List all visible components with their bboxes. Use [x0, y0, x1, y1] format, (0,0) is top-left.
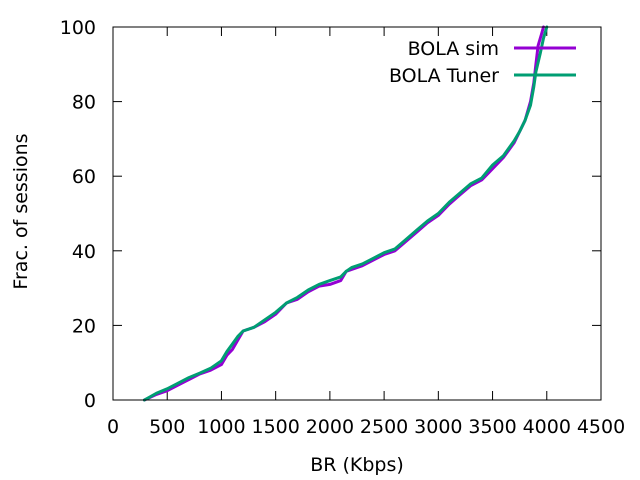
y-tick-label: 80 — [72, 92, 96, 114]
ticks-layer: 0 500 1000 1500 2000 2500 3000 3500 4000 4500 0 20 4… — [60, 17, 625, 438]
legend-label-2: BOLA Tuner — [389, 65, 499, 87]
x-tick-label: 1000 — [197, 416, 245, 438]
y-tick-label: 100 — [60, 17, 96, 39]
x-tick-label: 500 — [149, 416, 185, 438]
series-layer — [142, 25, 549, 402]
y-tick-label: 60 — [72, 166, 96, 188]
x-axis-label: BR (Kbps) — [310, 454, 404, 476]
legend-label-1: BOLA sim — [408, 38, 499, 60]
x-tick-label: 2500 — [360, 416, 408, 438]
x-tick-label: 4000 — [523, 416, 571, 438]
plot-frame — [112, 26, 602, 401]
x-tick-label: 3500 — [468, 416, 516, 438]
x-tick-label: 3000 — [414, 416, 462, 438]
y-axis-label: Frac. of sessions — [10, 133, 32, 289]
y-tick-label: 20 — [72, 315, 96, 337]
x-tick-label: 1500 — [251, 416, 299, 438]
x-tick-label: 2000 — [306, 416, 354, 438]
series-line-2 — [142, 25, 549, 402]
x-tick-label: 0 — [107, 416, 119, 438]
legend: BOLA sim BOLA Tuner — [389, 38, 576, 87]
x-tick-label: 4500 — [577, 416, 625, 438]
y-tick-label: 0 — [84, 390, 96, 412]
y-tick-label: 40 — [72, 241, 96, 263]
